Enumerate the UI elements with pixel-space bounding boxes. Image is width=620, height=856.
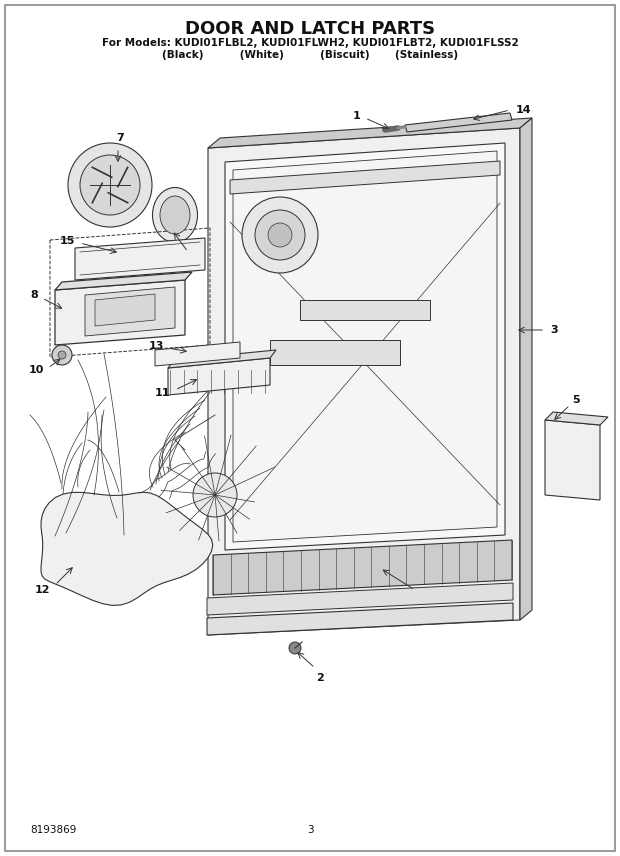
Text: 13: 13 [149, 341, 164, 351]
Polygon shape [155, 342, 240, 366]
Polygon shape [55, 280, 185, 345]
Text: 12: 12 [35, 585, 50, 595]
Circle shape [80, 155, 140, 215]
Text: 1: 1 [352, 111, 360, 121]
Text: 14: 14 [516, 105, 531, 115]
Polygon shape [213, 540, 512, 595]
Text: 10: 10 [29, 365, 44, 375]
Polygon shape [270, 340, 400, 365]
Circle shape [255, 210, 305, 260]
Text: DOOR AND LATCH PARTS: DOOR AND LATCH PARTS [185, 20, 435, 38]
Polygon shape [55, 272, 192, 290]
Circle shape [242, 197, 318, 273]
Text: For Models: KUDI01FLBL2, KUDI01FLWH2, KUDI01FLBT2, KUDI01FLSS2: For Models: KUDI01FLBL2, KUDI01FLWH2, KU… [102, 38, 518, 48]
Text: 7: 7 [116, 133, 124, 143]
Polygon shape [75, 238, 205, 280]
Polygon shape [233, 151, 497, 542]
Text: 8: 8 [30, 290, 38, 300]
Text: 3: 3 [307, 825, 313, 835]
Circle shape [193, 473, 237, 517]
Text: 2: 2 [316, 673, 324, 683]
Text: 4: 4 [420, 590, 428, 600]
Polygon shape [405, 113, 512, 132]
Ellipse shape [160, 196, 190, 234]
Circle shape [268, 223, 292, 247]
Polygon shape [545, 420, 600, 500]
Text: (Black)          (White)          (Biscuit)       (Stainless): (Black) (White) (Biscuit) (Stainless) [162, 50, 458, 60]
Circle shape [58, 351, 66, 359]
Polygon shape [85, 287, 175, 336]
Circle shape [68, 143, 152, 227]
Text: 3: 3 [550, 325, 557, 335]
Text: 15: 15 [60, 236, 75, 246]
Polygon shape [208, 118, 532, 148]
Polygon shape [41, 492, 213, 605]
Text: eReplacementParts.com: eReplacementParts.com [234, 494, 386, 507]
Polygon shape [545, 412, 608, 425]
Circle shape [52, 345, 72, 365]
Text: 8193869: 8193869 [30, 825, 76, 835]
Polygon shape [300, 300, 430, 320]
Polygon shape [208, 128, 520, 635]
Circle shape [289, 642, 301, 654]
Polygon shape [207, 603, 513, 635]
Polygon shape [207, 583, 513, 615]
Polygon shape [225, 143, 505, 550]
Text: 5: 5 [572, 395, 580, 405]
Text: 11: 11 [154, 388, 170, 398]
Polygon shape [520, 118, 532, 620]
Text: 6: 6 [192, 250, 200, 260]
Polygon shape [230, 161, 500, 194]
Polygon shape [168, 358, 270, 395]
Ellipse shape [153, 187, 198, 242]
Polygon shape [168, 350, 276, 368]
Polygon shape [95, 294, 155, 326]
